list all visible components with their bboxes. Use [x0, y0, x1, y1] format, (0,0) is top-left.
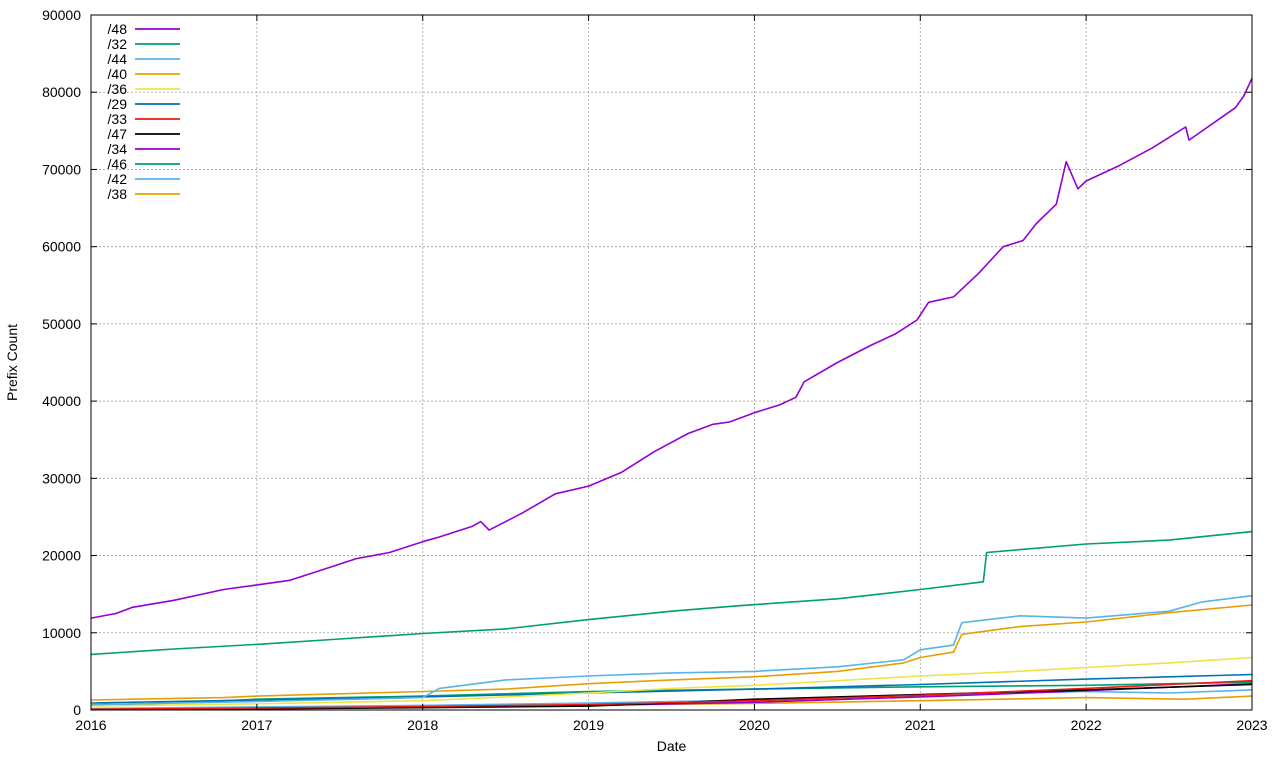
y-tick-label: 30000 [42, 470, 81, 486]
x-tick-label: 2019 [573, 717, 604, 733]
y-tick-label: 90000 [42, 7, 81, 23]
legend-label: /46 [108, 156, 128, 172]
y-tick-label: 50000 [42, 316, 81, 332]
y-axis-title: Prefix Count [4, 324, 20, 401]
series-lines [90, 77, 1253, 711]
y-tick-label: 0 [73, 702, 81, 718]
y-tick-label: 10000 [42, 625, 81, 641]
legend-label: /48 [108, 21, 128, 37]
y-tick-label: 70000 [42, 161, 81, 177]
series-line-36 [90, 656, 1253, 707]
x-tick-label: 2017 [241, 717, 272, 733]
legend: /48/32/44/40/36/29/33/47/34/46/42/38 [108, 21, 180, 202]
legend-label: /47 [108, 126, 128, 142]
axis-ticks: 2016 2017 2018 2019 2020 2021 2022 2023 0 10000 20… [42, 7, 1268, 733]
legend-label: /33 [108, 111, 128, 127]
legend-label: /40 [108, 66, 128, 82]
y-tick-label: 60000 [42, 239, 81, 255]
x-tick-label: 2020 [739, 717, 770, 733]
legend-label: /32 [108, 36, 128, 52]
x-tick-label: 2021 [905, 717, 936, 733]
legend-label: /34 [108, 141, 128, 157]
y-tick-label: 40000 [42, 393, 81, 409]
x-tick-label: 2018 [407, 717, 438, 733]
series-line-40 [90, 604, 1253, 701]
series-line-29 [90, 673, 1253, 704]
series-line-33 [90, 679, 1253, 710]
gridlines [91, 15, 1252, 710]
legend-label: /36 [108, 81, 128, 97]
legend-label: /44 [108, 51, 128, 67]
series-line-32 [90, 530, 1253, 656]
x-axis-title: Date [657, 738, 687, 754]
plot-frame [90, 14, 1253, 711]
series-line-48 [90, 77, 1253, 619]
y-tick-label: 20000 [42, 548, 81, 564]
x-tick-label: 2023 [1236, 717, 1267, 733]
legend-label: /38 [108, 186, 128, 202]
legend-label: /29 [108, 96, 128, 112]
x-tick-label: 2022 [1071, 717, 1102, 733]
x-tick-label: 2016 [75, 717, 106, 733]
legend-label: /42 [108, 171, 128, 187]
series-line-44 [90, 594, 1253, 706]
y-tick-label: 80000 [42, 84, 81, 100]
